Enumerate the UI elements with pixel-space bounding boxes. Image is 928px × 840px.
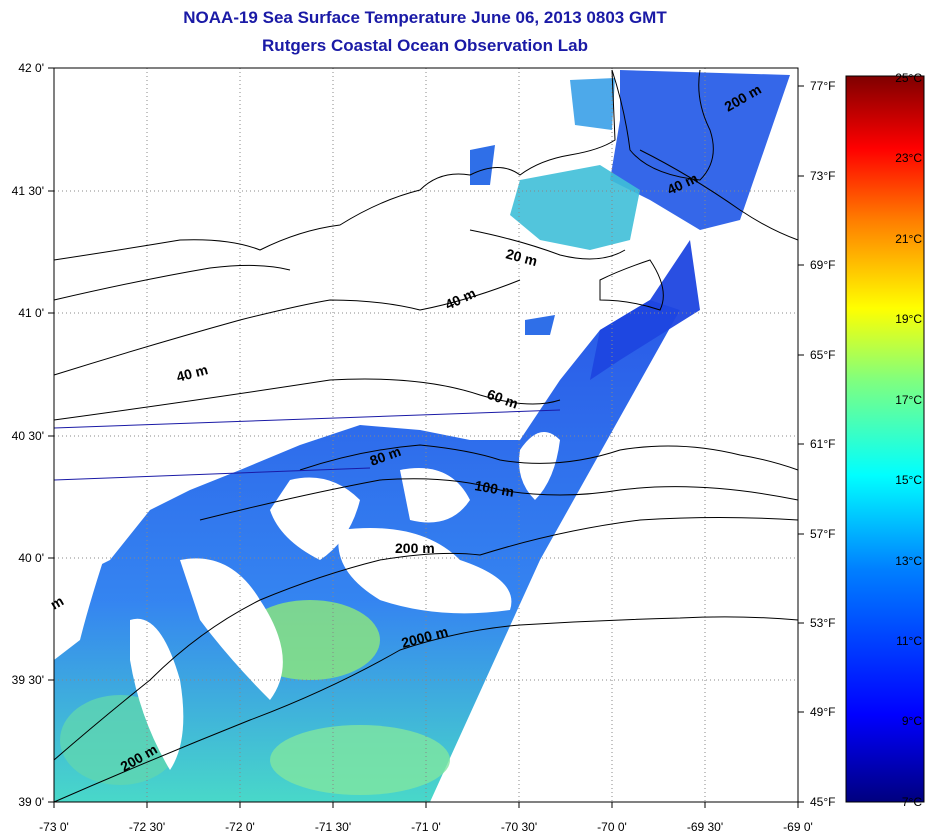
fahrenheit-label: 65°F: [810, 348, 835, 362]
isobath-2000m: [53, 616, 799, 803]
isobath-20m: [469, 229, 626, 260]
sst-warm-patch: [270, 725, 450, 795]
lon-tick-label: -72 0': [225, 820, 255, 834]
fahrenheit-label: 53°F: [810, 616, 835, 630]
lon-tick-label: -70 30': [501, 820, 537, 834]
map-subtitle: Rutgers Coastal Ocean Observation Lab: [262, 36, 588, 55]
isobath-80m: [299, 444, 799, 471]
lat-tick-label: 39 30': [12, 673, 44, 687]
lat-tick-label: 39 0': [18, 795, 44, 809]
fahrenheit-labels: 77°F 73°F 69°F 65°F 61°F 57°F 53°F 49°F …: [810, 79, 835, 809]
fahrenheit-label: 45°F: [810, 795, 835, 809]
cloud-gap: [338, 528, 512, 614]
graticule: [54, 68, 798, 802]
celsius-labels: 25°C 23°C 21°C 19°C 17°C 15°C 13°C 11°C …: [895, 71, 922, 809]
fahrenheit-label: 77°F: [810, 79, 835, 93]
sst-patch-nantucket: [590, 240, 700, 380]
shipping-lane: [53, 409, 561, 429]
lon-tick-label: -70 0': [597, 820, 627, 834]
map-title: NOAA-19 Sea Surface Temperature June 06,…: [183, 8, 667, 27]
lat-tick-label: 41 30': [12, 184, 44, 198]
cloud-gap: [180, 558, 283, 700]
contour-label: 100 m: [473, 477, 515, 500]
isobath-100m: [199, 478, 799, 521]
lon-tick-label: -69 0': [783, 820, 813, 834]
cloud-gap: [130, 618, 184, 770]
contour-label: 40 m: [175, 361, 210, 385]
lon-tick-label: -73 0': [39, 820, 69, 834]
sst-patch-sound: [510, 165, 640, 250]
contour-label: 20 m: [504, 245, 539, 269]
celsius-label: 15°C: [895, 473, 922, 487]
celsius-label: 13°C: [895, 554, 922, 568]
sst-swath-north: [610, 70, 790, 230]
lat-tick-label: 40 30': [12, 429, 44, 443]
sst-data-layer: [54, 70, 790, 802]
sst-patch-small: [525, 315, 555, 335]
fahrenheit-label: 73°F: [810, 169, 835, 183]
isobath-200m: [53, 517, 799, 761]
fahrenheit-label: 57°F: [810, 527, 835, 541]
contour-label: 200 m: [395, 540, 435, 556]
lon-tick-label: -69 30': [687, 820, 723, 834]
celsius-label: 17°C: [895, 393, 922, 407]
lon-tick-labels: -73 0' -72 30' -72 0' -71 30' -71 0' -70…: [39, 820, 813, 834]
coastline-bathymetry: [53, 69, 799, 803]
sst-patch-capecod: [570, 78, 615, 130]
temperature-colorbar: [845, 75, 925, 803]
isobath-40m: [53, 279, 521, 376]
fahrenheit-label: 61°F: [810, 437, 835, 451]
lat-tick-label: 42 0': [18, 61, 44, 75]
cloud-gap: [519, 432, 560, 500]
fahrenheit-label: 69°F: [810, 258, 835, 272]
celsius-label: 21°C: [895, 232, 922, 246]
cloud-gap: [400, 468, 470, 523]
lon-tick-label: -71 0': [411, 820, 441, 834]
celsius-label: 7°C: [902, 795, 922, 809]
isobath-40m-east: [639, 149, 799, 241]
lon-tick-label: -71 30': [315, 820, 351, 834]
celsius-label: 25°C: [895, 71, 922, 85]
celsius-label: 23°C: [895, 151, 922, 165]
sst-patch-small: [470, 145, 495, 185]
celsius-label: 19°C: [895, 312, 922, 326]
coastline: [53, 69, 616, 261]
lat-tick-labels: 39 0' 39 30' 40 0' 40 30' 41 0' 41 30' 4…: [12, 61, 44, 809]
isobath-60m: [53, 378, 561, 421]
lat-tick-label: 40 0': [18, 551, 44, 565]
contour-label: 60 m: [485, 386, 520, 412]
contour-label: 40 m: [443, 285, 479, 313]
cloud-gap: [54, 540, 110, 660]
coastline-islands: [599, 259, 664, 311]
lat-tick-label: 41 0': [18, 306, 44, 320]
coastline-capecod: [611, 69, 714, 181]
fahrenheit-label: 49°F: [810, 705, 835, 719]
shipping-lane: [53, 467, 371, 481]
coastline-longisland: [53, 264, 291, 301]
celsius-label: 9°C: [902, 714, 922, 728]
lon-tick-label: -72 30': [129, 820, 165, 834]
axis-tick-marks: [48, 67, 804, 808]
celsius-label: 11°C: [896, 634, 922, 648]
